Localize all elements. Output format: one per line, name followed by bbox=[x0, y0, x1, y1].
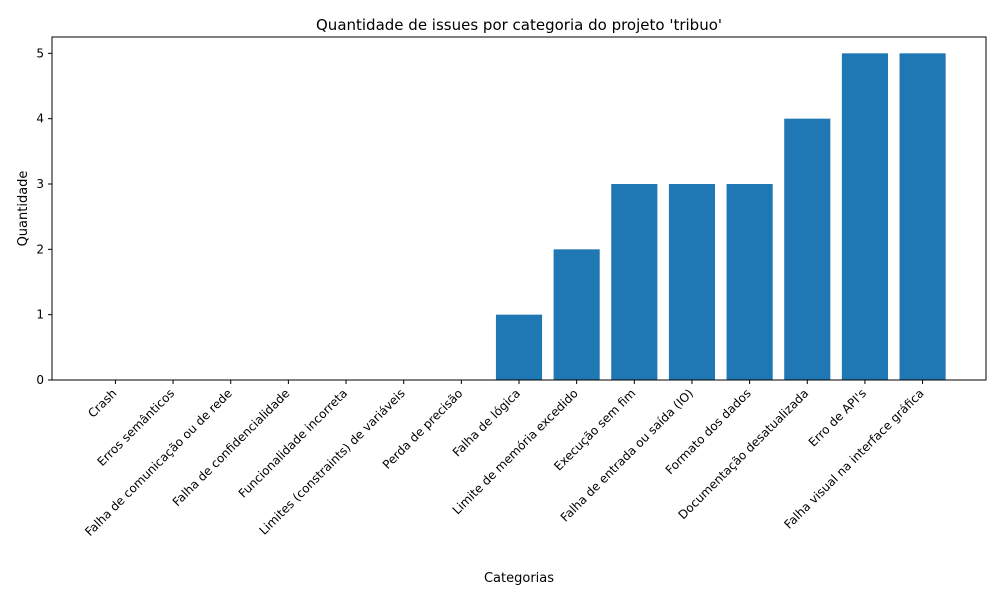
y-axis-ticks: 0 1 2 3 4 5 bbox=[36, 46, 52, 387]
bar bbox=[611, 184, 658, 380]
x-tick-label: Falha de confidencialidade bbox=[170, 386, 293, 509]
x-tick-label: Limite de memória excedido bbox=[450, 386, 581, 517]
y-axis-label: Quantidade bbox=[16, 171, 31, 247]
bar bbox=[899, 53, 946, 380]
x-tick-label: Crash bbox=[85, 386, 119, 420]
bars-layer bbox=[495, 53, 946, 381]
y-tick-label: 1 bbox=[36, 308, 44, 322]
bar bbox=[668, 184, 716, 380]
bar bbox=[553, 249, 600, 380]
chart-title: Quantidade de issues por categoria do pr… bbox=[316, 16, 722, 34]
y-tick-label: 0 bbox=[36, 373, 44, 387]
x-tick-label: Funcionalidade incorreta bbox=[236, 386, 350, 500]
bar bbox=[841, 53, 888, 380]
x-tick-label: Documentação desatualizada bbox=[675, 386, 811, 522]
bar bbox=[784, 118, 831, 381]
y-tick-label: 5 bbox=[36, 46, 44, 60]
bar bbox=[726, 184, 773, 380]
plot-frame bbox=[51, 36, 987, 381]
x-axis-label: Categorias bbox=[484, 571, 554, 586]
x-tick-label: Erro de API's bbox=[806, 386, 869, 449]
y-tick-label: 2 bbox=[36, 242, 44, 256]
y-tick-label: 3 bbox=[36, 177, 44, 191]
bar bbox=[495, 314, 543, 380]
y-tick-label: 4 bbox=[36, 112, 44, 126]
